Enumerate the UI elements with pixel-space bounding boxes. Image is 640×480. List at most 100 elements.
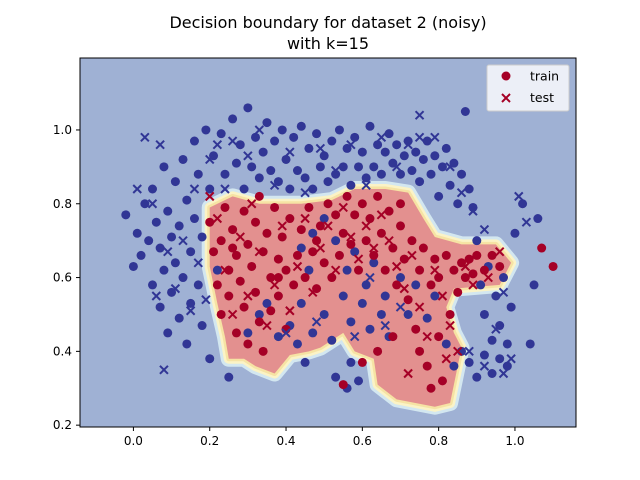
train-point-class-0 (163, 206, 173, 216)
train-point-class-1 (247, 261, 257, 271)
test-point-class-1 (346, 232, 356, 242)
train-point-class-1 (449, 265, 459, 275)
train-point-class-1 (415, 346, 425, 356)
train-point-class-1 (434, 273, 444, 283)
train-point-class-0 (376, 309, 386, 319)
train-point-class-0 (373, 140, 383, 150)
train-point-class-0 (289, 132, 299, 142)
train-point-class-1 (212, 280, 222, 290)
train-point-class-0 (491, 291, 501, 301)
train-point-class-0 (331, 236, 341, 246)
train-point-class-0 (189, 214, 199, 224)
data-points (121, 103, 558, 393)
test-point-class-1 (483, 272, 493, 283)
train-point-class-0 (235, 140, 245, 150)
train-point-class-1 (239, 206, 249, 216)
train-point-class-1 (422, 361, 432, 371)
x-tick-label: 0.4 (276, 434, 295, 448)
train-point-class-1 (239, 302, 249, 312)
train-point-class-0 (487, 368, 497, 378)
train-point-class-1 (231, 328, 241, 338)
train-point-class-0 (395, 273, 405, 283)
train-point-class-1 (445, 309, 455, 319)
train-point-class-0 (331, 372, 341, 382)
train-point-class-0 (350, 247, 360, 257)
legend-train-marker (501, 71, 511, 81)
train-point-class-0 (319, 151, 329, 161)
train-point-class-0 (266, 166, 276, 176)
test-point-class-1 (338, 202, 348, 213)
train-point-class-0 (220, 169, 230, 179)
test-point-class-0 (464, 346, 474, 357)
train-point-class-0 (163, 328, 173, 338)
test-point-class-1 (277, 221, 287, 231)
test-point-class-1 (468, 280, 478, 290)
train-point-class-1 (380, 265, 390, 275)
test-point-class-1 (391, 261, 402, 272)
train-point-class-0 (365, 324, 375, 334)
train-point-class-1 (418, 243, 428, 253)
test-point-class-0 (285, 147, 295, 157)
test-point-class-0 (506, 354, 516, 364)
train-point-class-1 (273, 254, 283, 264)
train-point-class-0 (144, 236, 154, 246)
test-point-class-0 (361, 180, 371, 191)
train-point-class-0 (350, 132, 360, 142)
train-point-class-0 (128, 261, 138, 271)
test-point-class-0 (300, 187, 310, 198)
train-point-class-0 (510, 228, 520, 238)
train-point-class-0 (147, 184, 157, 194)
train-point-class-0 (361, 280, 371, 290)
y-tick-label: 0.8 (53, 197, 72, 211)
test-point-class-0 (350, 331, 360, 342)
train-point-class-1 (357, 357, 367, 367)
train-point-class-0 (407, 166, 417, 176)
test-point-class-0 (479, 224, 490, 235)
test-point-class-0 (132, 184, 142, 194)
train-point-class-0 (243, 328, 253, 338)
train-point-class-0 (357, 298, 367, 308)
test-point-class-0 (445, 162, 455, 172)
test-point-class-0 (147, 199, 158, 209)
train-point-class-0 (479, 350, 489, 360)
train-point-class-1 (407, 236, 417, 246)
train-point-class-0 (182, 339, 192, 349)
train-point-class-0 (174, 313, 184, 323)
test-point-class-0 (201, 294, 211, 305)
test-point-class-0 (155, 140, 165, 150)
train-point-class-0 (170, 177, 180, 187)
test-point-class-0 (315, 143, 326, 154)
test-point-class-0 (189, 184, 200, 194)
test-point-class-1 (285, 306, 295, 316)
test-point-class-1 (246, 199, 257, 209)
train-point-class-0 (216, 129, 226, 139)
train-point-class-1 (415, 265, 425, 275)
train-point-class-1 (254, 191, 264, 201)
y-tick-label: 0.4 (53, 344, 72, 358)
train-point-class-0 (197, 232, 207, 242)
train-point-class-1 (411, 324, 421, 334)
train-point-class-1 (487, 250, 497, 260)
test-point-class-0 (468, 206, 478, 216)
y-tick-label: 0.6 (53, 271, 72, 285)
train-point-class-1 (228, 243, 238, 253)
train-point-class-0 (422, 313, 432, 323)
train-point-class-0 (441, 143, 451, 153)
train-point-class-0 (186, 247, 196, 257)
train-point-class-1 (453, 287, 463, 297)
train-point-class-0 (315, 162, 325, 172)
train-point-class-0 (193, 169, 203, 179)
test-point-class-1 (262, 320, 272, 331)
train-point-class-1 (331, 210, 341, 220)
train-point-class-1 (399, 254, 409, 264)
test-point-class-0 (391, 162, 402, 172)
train-point-class-1 (243, 239, 253, 249)
train-point-class-1 (327, 273, 337, 283)
train-point-class-1 (251, 217, 261, 227)
train-point-class-0 (380, 291, 390, 301)
train-point-class-1 (430, 254, 440, 264)
train-point-class-1 (270, 202, 280, 212)
test-point-class-1 (494, 247, 505, 257)
train-point-class-1 (205, 217, 215, 227)
